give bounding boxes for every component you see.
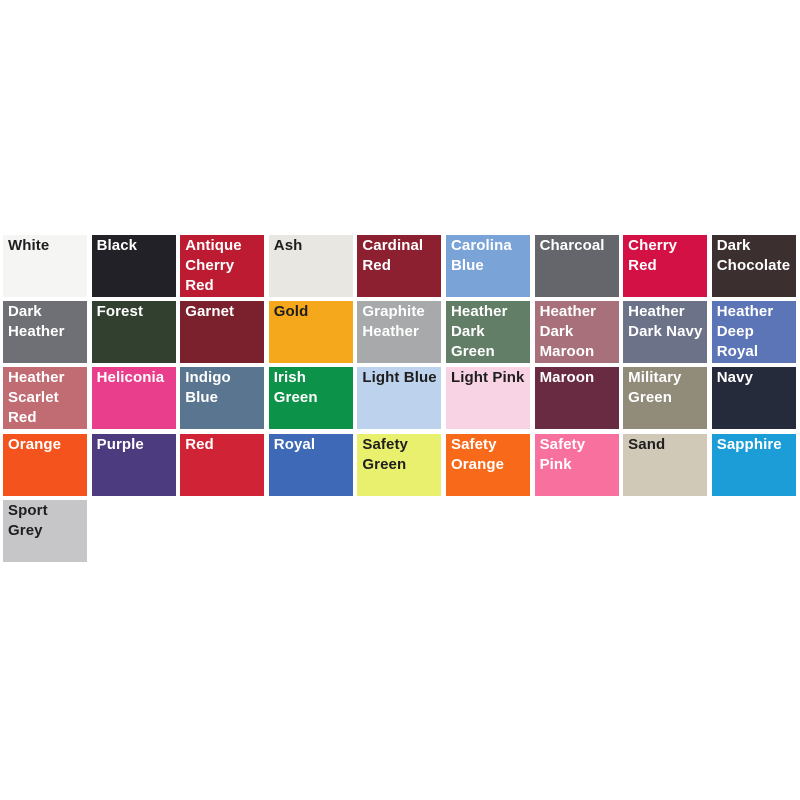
color-swatch[interactable]: Sand [623,433,708,496]
color-swatch[interactable]: Orange [3,433,87,496]
color-swatch[interactable]: Forest [91,301,176,364]
color-swatch[interactable]: Cherry Red [623,235,708,297]
color-swatch[interactable]: Charcoal [534,235,619,297]
swatch-label: Graphite Heather [362,303,425,341]
swatch-label: Safety Green [362,435,408,473]
swatch-label: Royal [273,435,316,453]
color-swatch[interactable]: Carolina Blue [445,235,530,297]
color-swatch[interactable]: Indigo Blue [180,367,265,430]
color-swatch[interactable]: Military Green [623,367,708,430]
swatch-label: Carolina Blue [450,237,512,274]
swatch-label: Light Pink [450,369,525,387]
color-swatch[interactable]: Cardinal Red [357,235,442,297]
color-swatch[interactable]: Heliconia [91,367,176,430]
color-swatch[interactable]: Dark Chocolate [711,235,796,297]
swatch-label: Antique Cherry Red [185,237,242,294]
swatch-label: Dark Heather [8,303,65,341]
swatch-label: Orange [8,435,62,453]
swatch-label: Heather Dark Green [450,303,508,361]
color-swatch[interactable]: Light Blue [357,367,442,430]
color-swatch[interactable]: Red [180,433,265,496]
swatch-label: Heather Scarlet Red [8,369,65,427]
swatch-label: Navy [716,369,754,387]
color-swatch[interactable]: Royal [268,433,353,496]
color-swatch[interactable]: Maroon [534,367,619,430]
color-swatch[interactable]: Heather Scarlet Red [3,367,87,430]
color-swatch[interactable]: Irish Green [268,367,353,430]
color-swatch[interactable]: Graphite Heather [357,301,442,364]
swatch-label: Gold [273,303,309,321]
swatch-label: Maroon [539,369,595,387]
swatch-label: Heather Deep Royal [716,303,774,361]
swatch-label: Military Green [628,369,682,407]
swatch-label: Heather Dark Maroon [539,303,597,361]
swatch-label: Heliconia [96,369,165,387]
color-palette-grid: White Black Antique Cherry Red Ash Cardi… [3,235,796,562]
swatch-label: Red [185,435,214,453]
swatch-label: Cardinal Red [362,237,424,274]
color-swatch[interactable]: Heather Dark Green [445,301,530,364]
swatch-label: Heather Dark Navy [628,303,703,341]
color-swatch[interactable]: White [3,235,87,297]
color-swatch[interactable]: Safety Orange [445,433,530,496]
swatch-label: White [8,237,50,254]
swatch-label: Charcoal [539,237,605,254]
swatch-label: Safety Orange [450,435,505,473]
color-swatch[interactable]: Light Pink [445,367,530,430]
swatch-label: Garnet [185,303,235,321]
swatch-label: Cherry Red [628,237,678,274]
swatch-label: Ash [273,237,303,254]
color-swatch[interactable]: Sport Grey [3,499,87,562]
color-swatch[interactable]: Heather Deep Royal [711,301,796,364]
swatch-label: Sport Grey [8,501,48,539]
swatch-label: Safety Pink [539,435,586,473]
swatch-label: Irish Green [273,369,318,407]
swatch-label: Light Blue [362,369,437,387]
color-swatch[interactable]: Black [91,235,176,297]
swatch-label: Sapphire [716,435,782,453]
color-swatch[interactable]: Safety Green [357,433,442,496]
color-swatch[interactable]: Heather Dark Navy [623,301,708,364]
swatch-label: Indigo Blue [185,369,231,407]
color-swatch[interactable]: Ash [268,235,353,297]
swatch-label: Black [96,237,138,254]
color-swatch[interactable]: Heather Dark Maroon [534,301,619,364]
swatch-label: Sand [628,435,666,453]
swatch-label: Dark Chocolate [716,237,791,274]
color-swatch[interactable]: Navy [711,367,796,430]
swatch-label: Forest [96,303,144,321]
color-swatch[interactable]: Dark Heather [3,301,87,364]
color-swatch[interactable]: Safety Pink [534,433,619,496]
color-swatch[interactable]: Antique Cherry Red [180,235,265,297]
color-swatch[interactable]: Purple [91,433,176,496]
color-swatch[interactable]: Gold [268,301,353,364]
swatch-label: Purple [96,435,144,453]
color-swatch[interactable]: Sapphire [711,433,796,496]
color-swatch[interactable]: Garnet [180,301,265,364]
